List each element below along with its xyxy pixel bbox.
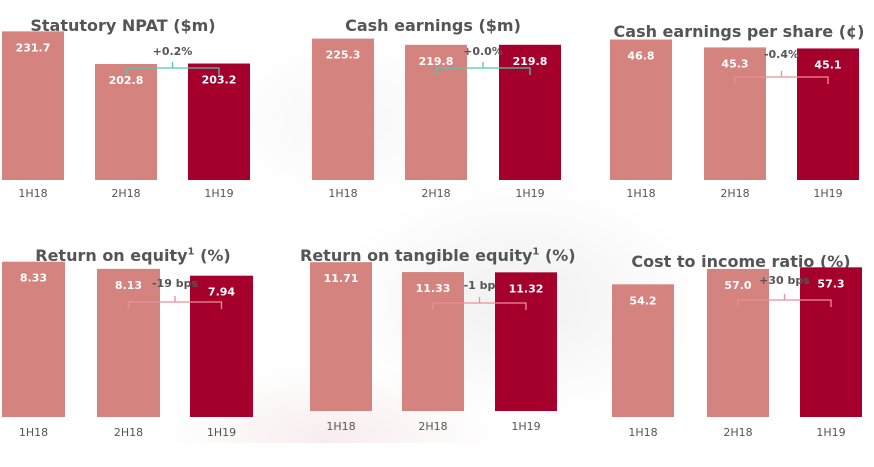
chart-title-text: Statutory NPAT ($m) xyxy=(30,16,216,35)
tick-label-2h18: 2H18 xyxy=(421,187,450,200)
chart-plot: 11.71 1H18 11.33 2H18 11.32 1H19 -1 bp xyxy=(310,262,557,433)
bar-2h18 xyxy=(405,44,467,180)
chart-return-on-tangible-equity: Return on tangible equity1 (%) 11.71 1H18… xyxy=(300,246,576,461)
value-label-1h18: 8.33 xyxy=(20,272,47,285)
change-bracket xyxy=(432,297,527,310)
tick-label-1h19: 1H19 xyxy=(511,420,540,433)
value-label-1h19: 45.1 xyxy=(814,58,841,71)
chart-title-suffix: (%) xyxy=(194,246,231,265)
chart-cash-eps: Cash earnings per share (¢) 46.8 1H18 45.3… xyxy=(602,22,872,237)
chart-title-suffix: (%) xyxy=(539,246,576,265)
chart-title: Cash earnings ($m) xyxy=(298,16,568,35)
chart-plot: 225.3 1H18 219.8 2H18 219.8 1H19 +0.0% xyxy=(312,38,561,200)
bar-1h18 xyxy=(2,261,65,417)
tick-label-1h19: 1H19 xyxy=(515,187,544,200)
tick-label-1h19: 1H19 xyxy=(204,187,233,200)
bar-1h18 xyxy=(2,31,64,180)
change-label: -0.4% xyxy=(764,48,799,61)
tick-label-1h19: 1H19 xyxy=(207,426,236,439)
chart-cost-to-income: Cost to income ratio (%) 54.2 1H18 57.0 2H1… xyxy=(602,252,872,467)
change-label: +0.2% xyxy=(153,45,193,58)
tick-label-2h18: 2H18 xyxy=(723,426,752,439)
chart-title: Cash earnings per share (¢) xyxy=(604,22,874,41)
bar-2h18 xyxy=(707,268,769,417)
chart-title-text: Cash earnings ($m) xyxy=(345,16,521,35)
footnote-marker: 1 xyxy=(532,246,540,258)
change-bracket xyxy=(127,296,223,309)
tick-label-1h18: 1H18 xyxy=(626,187,655,200)
bar-1h19 xyxy=(797,48,859,181)
value-label-1h19: 219.8 xyxy=(513,55,548,68)
tick-label-2h18: 2H18 xyxy=(114,426,143,439)
chart-plot: 46.8 1H18 45.3 2H18 45.1 1H19 -0.4% xyxy=(610,39,859,200)
bar-1h19 xyxy=(495,272,557,411)
value-label-2h18: 202.8 xyxy=(109,74,144,87)
bar-1h19 xyxy=(499,44,561,180)
change-label: -19 bps xyxy=(152,277,198,290)
value-label-1h18: 46.8 xyxy=(627,50,654,63)
change-bracket xyxy=(737,294,832,307)
value-label-1h19: 7.94 xyxy=(208,286,235,299)
tick-label-1h18: 1H18 xyxy=(18,187,47,200)
chart-title: Cost to income ratio (%) xyxy=(606,252,874,271)
value-label-2h18: 8.13 xyxy=(115,279,142,292)
value-label-1h19: 57.3 xyxy=(817,277,844,290)
change-bracket xyxy=(734,71,829,84)
footnote-marker: 1 xyxy=(187,246,195,258)
value-label-2h18: 45.3 xyxy=(721,57,748,70)
bar-2h18 xyxy=(704,47,766,181)
change-label: +30 bps xyxy=(759,274,810,287)
value-label-2h18: 11.33 xyxy=(416,282,451,295)
chart-title-text: Return on tangible equity xyxy=(300,246,533,265)
change-bracket xyxy=(125,62,220,75)
tick-label-2h18: 2H18 xyxy=(418,420,447,433)
chart-title-text: Cash earnings per share (¢) xyxy=(613,22,865,41)
chart-statutory-npat: Statutory NPAT ($m) 231.7 1H18 202.8 2H18 20… xyxy=(0,16,270,231)
value-label-2h18: 57.0 xyxy=(724,279,751,292)
tick-label-1h18: 1H18 xyxy=(19,426,48,439)
bar-2h18 xyxy=(95,63,157,180)
chart-plot: 231.7 1H18 202.8 2H18 203.2 1H19 +0.2% xyxy=(2,31,250,200)
chart-return-on-equity: Return on equity1 (%) 8.33 1H18 8.13 2H18 7.… xyxy=(0,246,270,461)
tick-label-1h18: 1H18 xyxy=(328,187,357,200)
tick-label-2h18: 2H18 xyxy=(720,187,749,200)
chart-title-text: Return on equity xyxy=(35,246,188,265)
tick-label-1h18: 1H18 xyxy=(628,426,657,439)
bar-2h18 xyxy=(402,272,464,411)
bar-1h19 xyxy=(800,267,862,417)
chart-title: Statutory NPAT ($m) xyxy=(0,16,258,35)
bar-1h18 xyxy=(312,38,374,181)
value-label-1h18: 54.2 xyxy=(629,294,656,307)
value-label-2h18: 219.8 xyxy=(419,55,454,68)
tick-label-2h18: 2H18 xyxy=(111,187,140,200)
bar-1h19 xyxy=(188,63,250,180)
bar-1h18 xyxy=(612,284,674,417)
value-label-1h18: 225.3 xyxy=(326,49,361,62)
value-label-1h18: 231.7 xyxy=(16,41,51,54)
chart-title: Return on equity1 (%) xyxy=(0,246,268,265)
value-label-1h19: 203.2 xyxy=(202,74,237,87)
chart-cash-earnings: Cash earnings ($m) 225.3 1H18 219.8 2H18 219… xyxy=(300,16,570,231)
bar-1h19 xyxy=(190,275,253,417)
chart-plot: 8.33 1H18 8.13 2H18 7.94 1H19 -19 bps xyxy=(2,261,253,439)
chart-plot: 54.2 1H18 57.0 2H18 57.3 1H19 +30 bps xyxy=(612,267,862,439)
tick-label-1h19: 1H19 xyxy=(813,187,842,200)
value-label-1h19: 11.32 xyxy=(509,282,544,295)
value-label-1h18: 11.71 xyxy=(324,272,359,285)
change-label: -1 bp xyxy=(464,279,496,292)
chart-title: Return on tangible equity1 (%) xyxy=(300,246,576,265)
bar-1h18 xyxy=(610,39,672,180)
bar-1h18 xyxy=(310,262,372,411)
chart-title-text: Cost to income ratio (%) xyxy=(631,252,851,271)
tick-label-1h19: 1H19 xyxy=(816,426,845,439)
bar-2h18 xyxy=(97,268,160,417)
tick-label-1h18: 1H18 xyxy=(326,420,355,433)
change-label: +0.0% xyxy=(463,45,503,58)
change-bracket xyxy=(435,62,531,75)
